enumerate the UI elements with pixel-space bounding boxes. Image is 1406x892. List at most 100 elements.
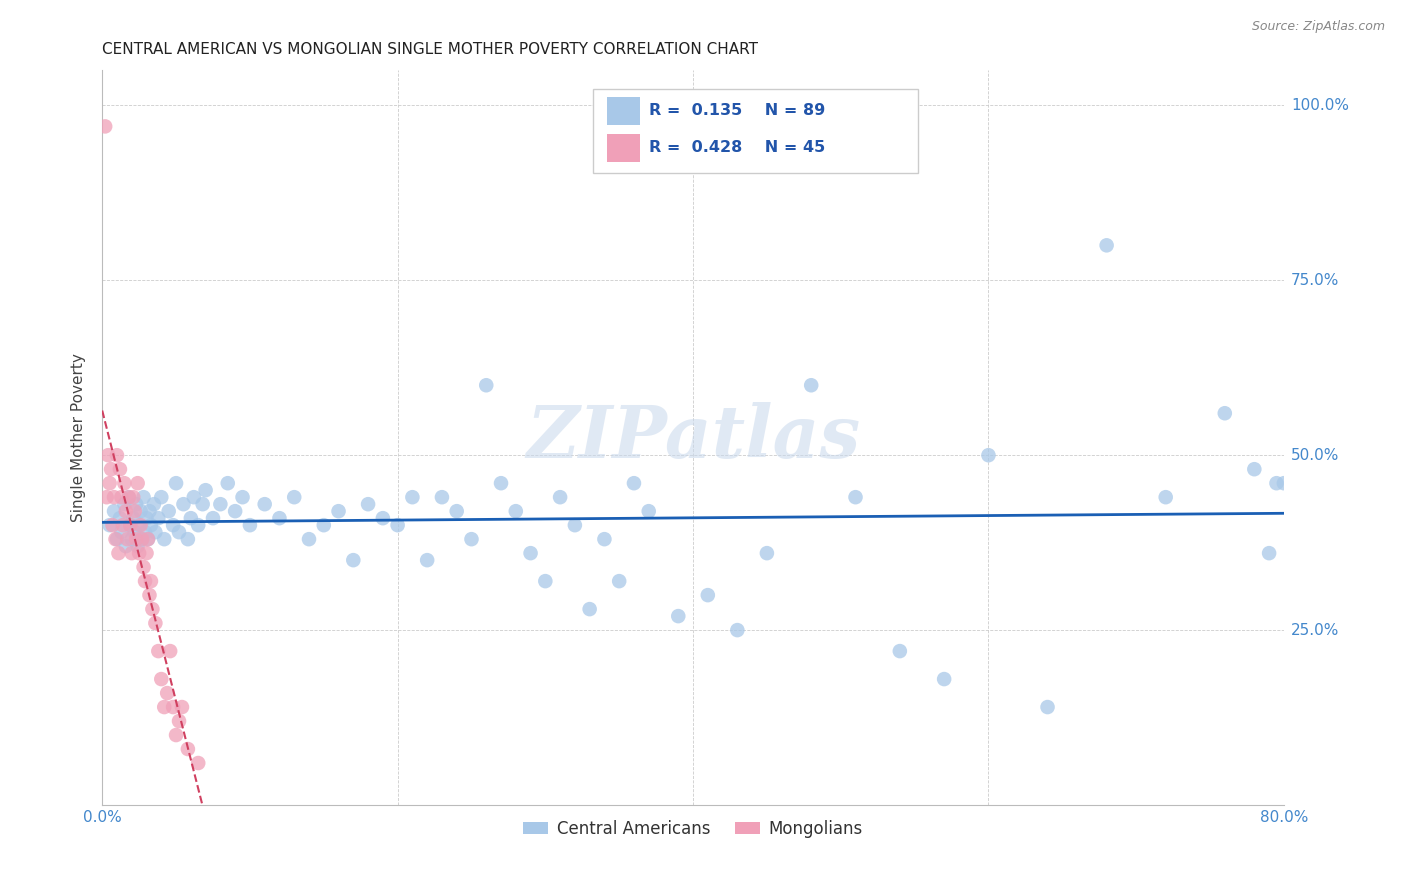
Point [844, 490, 866, 504]
Point [104, 532, 127, 546]
Point [139, 518, 162, 533]
Point [446, 504, 468, 518]
Point [120, 518, 142, 533]
Point [148, 644, 170, 658]
Point [165, 476, 187, 491]
Point [145, 616, 167, 631]
Bar [592, 89, 918, 173]
Text: 100.0%: 100.0% [1291, 98, 1348, 113]
Point [357, 497, 380, 511]
Point [127, 539, 149, 553]
Point [138, 504, 160, 518]
Point [117, 532, 139, 546]
Point [97, 448, 120, 462]
Point [209, 497, 232, 511]
Point [136, 532, 159, 546]
Point [108, 462, 131, 476]
Point [139, 574, 162, 588]
Point [118, 490, 141, 504]
Point [430, 490, 453, 504]
Point [505, 504, 527, 518]
Point [519, 546, 541, 560]
Point [127, 476, 149, 491]
Point [800, 378, 823, 392]
Point [125, 497, 148, 511]
Point [115, 504, 138, 518]
Point [134, 574, 156, 588]
Point [108, 511, 131, 525]
Legend: Central Americans, Mongolians: Central Americans, Mongolians [516, 814, 869, 845]
Point [328, 504, 350, 518]
Point [115, 539, 138, 553]
Point [110, 525, 132, 540]
Point [194, 483, 217, 498]
Point [253, 497, 276, 511]
Point [1095, 238, 1118, 252]
Point [231, 490, 253, 504]
Text: CENTRAL AMERICAN VS MONGOLIAN SINGLE MOTHER POVERTY CORRELATION CHART: CENTRAL AMERICAN VS MONGOLIAN SINGLE MOT… [103, 42, 758, 57]
Point [977, 448, 1000, 462]
Point [283, 490, 305, 504]
Point [475, 378, 498, 392]
Point [120, 518, 142, 533]
Point [460, 532, 482, 546]
Point [177, 532, 200, 546]
Text: 75.0%: 75.0% [1291, 273, 1339, 288]
Point [141, 602, 163, 616]
Text: R =  0.135    N = 89: R = 0.135 N = 89 [650, 103, 825, 119]
Point [107, 546, 129, 560]
Point [269, 511, 291, 525]
Point [1265, 476, 1288, 491]
Point [136, 532, 159, 546]
Point [666, 609, 689, 624]
Point [201, 511, 224, 525]
Point [121, 532, 143, 546]
Point [224, 504, 246, 518]
Point [124, 525, 146, 540]
Point [371, 511, 394, 525]
Point [135, 511, 157, 525]
Point [96, 490, 118, 504]
Bar [607, 134, 640, 161]
Text: Source: ZipAtlas.com: Source: ZipAtlas.com [1251, 20, 1385, 33]
Point [153, 532, 176, 546]
Point [124, 504, 146, 518]
Point [132, 560, 155, 574]
Point [593, 532, 616, 546]
Point [150, 490, 173, 504]
Point [934, 672, 956, 686]
Point [637, 504, 659, 518]
Point [578, 602, 600, 616]
Point [889, 644, 911, 658]
Point [1272, 476, 1295, 491]
Point [162, 518, 184, 533]
Point [534, 574, 557, 588]
Point [100, 462, 122, 476]
Point [135, 546, 157, 560]
Point [755, 546, 778, 560]
Point [177, 742, 200, 756]
Point [122, 511, 145, 525]
Point [111, 518, 134, 533]
Point [170, 700, 193, 714]
Point [187, 756, 209, 770]
Point [1243, 462, 1265, 476]
Text: 25.0%: 25.0% [1291, 623, 1339, 638]
Point [156, 686, 179, 700]
Point [128, 518, 150, 533]
Point [489, 476, 512, 491]
Point [157, 504, 180, 518]
Point [564, 518, 586, 533]
Point [94, 120, 117, 134]
Point [623, 476, 645, 491]
Point [129, 518, 152, 533]
Text: R =  0.428    N = 45: R = 0.428 N = 45 [650, 140, 825, 155]
Point [129, 504, 152, 518]
Point [103, 490, 125, 504]
Point [239, 518, 262, 533]
Point [548, 490, 571, 504]
Bar [607, 97, 640, 125]
Point [112, 476, 135, 491]
Point [312, 518, 335, 533]
Point [165, 728, 187, 742]
